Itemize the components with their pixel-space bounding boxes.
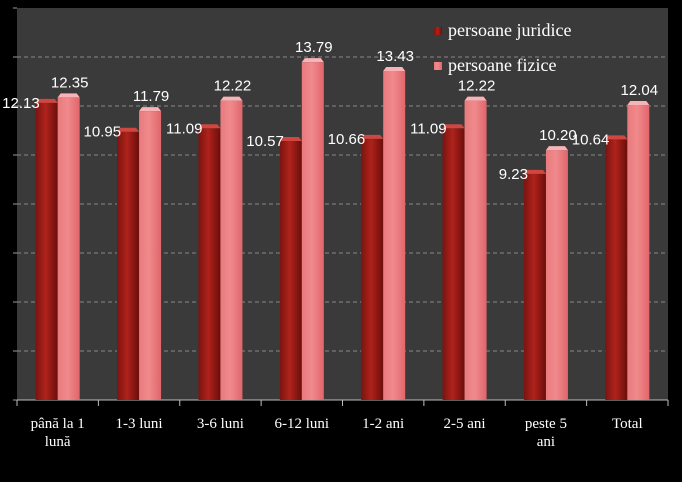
data-label: 13.79 [295, 39, 333, 56]
bar-cap [220, 96, 243, 101]
bar-cap [605, 135, 628, 140]
x-tick-label: 6-12 luni [275, 416, 330, 432]
bar-cap [139, 107, 162, 112]
data-label: 11.09 [166, 120, 202, 137]
bar-persoane-fizice [464, 100, 487, 401]
x-tick-label: lună [45, 434, 71, 450]
bar-persoane-juridice [198, 128, 221, 401]
bar-cap [383, 66, 406, 71]
x-tick-label: peste 5 [525, 416, 567, 432]
data-label: 12.22 [214, 78, 252, 95]
data-label: 11.09 [410, 120, 446, 137]
bar-cap [361, 134, 384, 139]
legend-swatch [434, 62, 442, 70]
x-tick-label: 1-3 luni [116, 416, 163, 432]
bar-cap [545, 146, 568, 151]
bar-persoane-fizice [383, 70, 406, 400]
data-label: 12.13 [2, 95, 40, 112]
x-tick-label: 1-2 ani [362, 416, 404, 432]
bar-persoane-juridice [605, 139, 628, 400]
data-label: 12.35 [51, 74, 89, 91]
legend-label: persoane juridice [448, 20, 571, 40]
bar-cap [627, 101, 650, 106]
x-tick-label: 3-6 luni [197, 416, 244, 432]
x-tick-label: 2-5 ani [444, 416, 486, 432]
data-label: 11.79 [133, 88, 169, 105]
data-label: 12.04 [621, 82, 659, 99]
x-tick-label: ani [537, 434, 555, 450]
bar-persoane-fizice [57, 97, 80, 401]
x-tick-label: până la 1 [31, 416, 85, 432]
bar-persoane-juridice [279, 141, 302, 400]
bar-persoane-juridice [35, 102, 58, 400]
bar-cap [198, 124, 221, 129]
x-tick-label: Total [612, 416, 643, 432]
legend-label: persoane fizice [448, 55, 556, 75]
bar-persoane-fizice [139, 111, 162, 401]
bar-cap [57, 93, 80, 98]
data-label: 12.22 [458, 78, 496, 95]
bar-cap [442, 124, 465, 129]
legend-swatch [434, 27, 442, 35]
data-label: 10.57 [246, 133, 284, 150]
bar-cap [35, 98, 58, 103]
bar-persoane-juridice [523, 173, 546, 400]
bar-cap [523, 169, 546, 174]
bar-persoane-juridice [442, 128, 465, 401]
bar-persoane-juridice [117, 131, 140, 400]
bar-cap [117, 127, 140, 132]
data-label: 10.20 [539, 127, 577, 144]
data-label: 13.43 [376, 48, 414, 65]
data-label: 9.23 [499, 166, 528, 183]
bar-persoane-fizice [220, 100, 243, 401]
bar-cap [279, 137, 302, 142]
bar-cap [301, 58, 324, 63]
data-label: 10.95 [84, 124, 122, 141]
bar-persoane-fizice [627, 105, 650, 401]
data-label: 10.66 [328, 131, 366, 148]
bar-cap [464, 96, 487, 101]
bar-persoane-fizice [301, 62, 324, 401]
data-label: 10.64 [572, 131, 610, 148]
bar-persoane-juridice [361, 138, 384, 400]
bar-persoane-fizice [545, 150, 568, 400]
